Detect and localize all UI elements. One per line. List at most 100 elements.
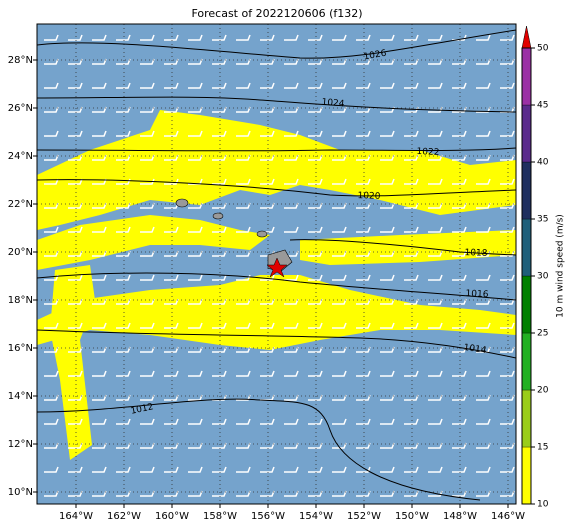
wind-barb — [308, 298, 323, 305]
isobar-label: 1026 — [363, 49, 388, 63]
wind-barb — [500, 322, 515, 329]
wind-barb — [308, 154, 323, 161]
wind-barb — [116, 322, 131, 329]
wind-barb — [44, 394, 59, 401]
wind-barb — [44, 202, 59, 209]
wind-barb — [92, 106, 107, 113]
wind-barb — [44, 250, 59, 257]
wind-barb — [428, 346, 443, 353]
wind-barb — [164, 250, 179, 257]
wind-barb — [260, 466, 275, 473]
wind-barb — [332, 82, 347, 89]
wind-barb — [140, 226, 155, 233]
wind-barb — [260, 370, 275, 377]
wind-barb — [140, 298, 155, 305]
wind-barb — [308, 226, 323, 233]
wind-barb — [164, 58, 179, 65]
wind-barb — [116, 58, 131, 65]
lon-label: 160°W — [155, 511, 189, 522]
wind-barb — [356, 106, 371, 113]
wind-barb — [68, 202, 83, 209]
wind-barb — [236, 250, 251, 257]
wind-barb — [140, 202, 155, 209]
wind-barb — [212, 370, 227, 377]
wind-barb — [476, 250, 491, 257]
isobar-label: 1022 — [416, 147, 439, 158]
wind-barb — [332, 154, 347, 161]
wind-barb — [356, 202, 371, 209]
wind-barb — [332, 226, 347, 233]
wind-barb — [44, 418, 59, 425]
wind-barb — [356, 154, 371, 161]
wind-barb — [500, 202, 515, 209]
wind-barb — [284, 130, 299, 137]
wind-barb — [284, 202, 299, 209]
wind-barb — [260, 82, 275, 89]
wind-barb — [188, 106, 203, 113]
colorbar-segment — [521, 389, 532, 448]
wind-barb — [308, 106, 323, 113]
lat-label: 12°N — [8, 439, 33, 450]
wind-barb — [212, 298, 227, 305]
wind-barb — [476, 58, 491, 65]
wind-barb — [68, 490, 83, 497]
wind-barb — [140, 370, 155, 377]
wind-barb — [68, 346, 83, 353]
wind-barb — [380, 154, 395, 161]
wind-barb — [452, 394, 467, 401]
wind-barb — [236, 322, 251, 329]
wind-barb — [356, 82, 371, 89]
wind-barb — [500, 274, 515, 281]
wind-barb — [212, 442, 227, 449]
wind-barb — [500, 130, 515, 137]
wind-barb — [500, 418, 515, 425]
wind-barb — [212, 106, 227, 113]
wind-barb — [476, 130, 491, 137]
wind-barb — [380, 298, 395, 305]
wind-barb — [500, 178, 515, 185]
wind-barb — [404, 298, 419, 305]
wind-barb — [164, 178, 179, 185]
wind-barb — [356, 394, 371, 401]
wind-barb — [332, 442, 347, 449]
wind-barb — [500, 250, 515, 257]
wind-barb — [68, 442, 83, 449]
colorbar-tick-label: 30 — [537, 272, 549, 282]
wind-barb — [500, 298, 515, 305]
wind-barb — [188, 418, 203, 425]
wind-barb — [188, 130, 203, 137]
wind-barb — [236, 130, 251, 137]
wind-barb — [212, 82, 227, 89]
wind-barb — [236, 154, 251, 161]
wind-barb — [164, 442, 179, 449]
wind-barb — [68, 82, 83, 89]
wind-barb — [356, 274, 371, 281]
wind-barb — [332, 250, 347, 257]
wind-barb — [404, 418, 419, 425]
wind-barb — [140, 274, 155, 281]
wind-barb — [308, 82, 323, 89]
lat-label: 18°N — [8, 295, 33, 306]
wind-barb — [260, 490, 275, 497]
wind-barb — [380, 322, 395, 329]
lat-label: 10°N — [8, 487, 33, 498]
wind-barb — [428, 298, 443, 305]
wind-barb — [140, 490, 155, 497]
wind-barb — [116, 370, 131, 377]
wind-barb — [188, 58, 203, 65]
wind-barb — [92, 226, 107, 233]
wind-barb — [44, 82, 59, 89]
wind-barb — [428, 418, 443, 425]
wind-barb — [284, 34, 299, 41]
colorbar-segment — [521, 47, 532, 106]
wind-barb — [452, 466, 467, 473]
wind-barb — [428, 466, 443, 473]
lat-label: 28°N — [8, 55, 33, 66]
wind-barb — [404, 346, 419, 353]
wind-barb — [284, 466, 299, 473]
wind-barb — [452, 58, 467, 65]
map-area — [37, 24, 516, 504]
lat-label: 24°N — [8, 151, 33, 162]
wind-barb — [44, 322, 59, 329]
wind-barb — [308, 322, 323, 329]
